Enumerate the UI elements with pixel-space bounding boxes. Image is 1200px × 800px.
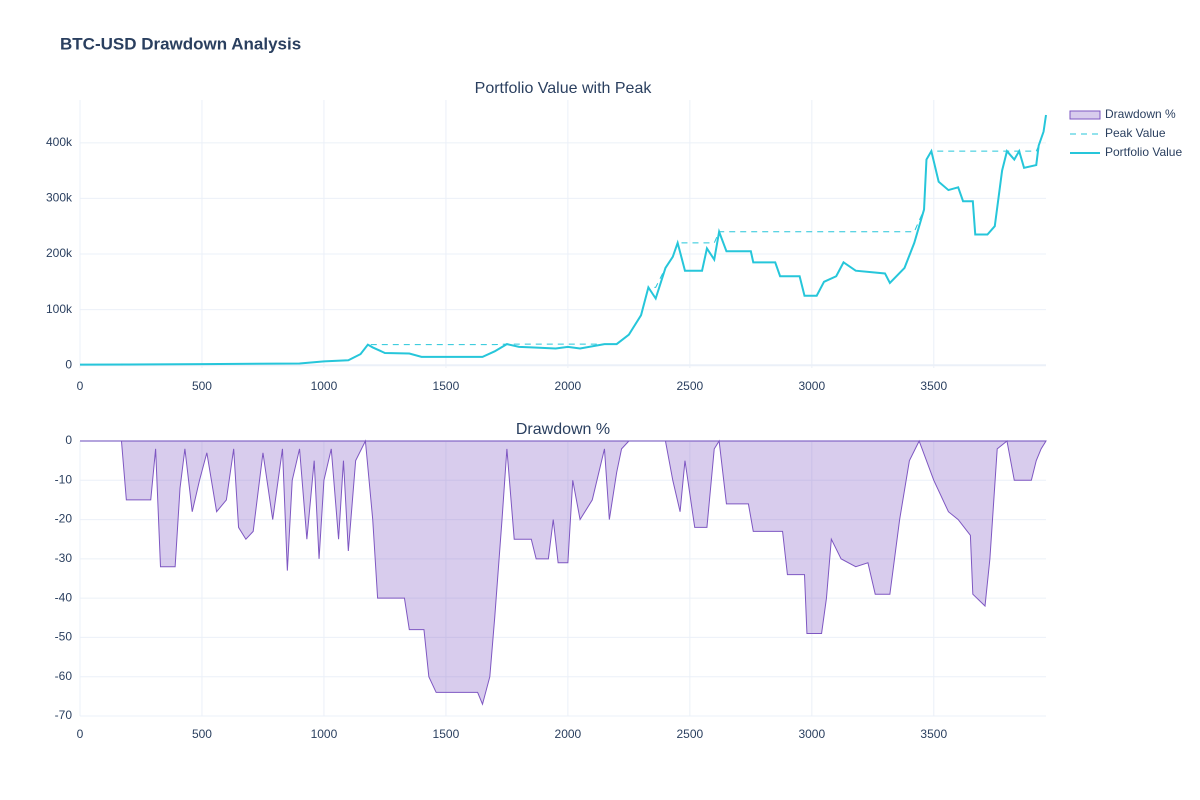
x-tick-label: 3000 (798, 727, 825, 741)
y-tick-label: -60 (55, 669, 73, 683)
x-tick-label: 2500 (676, 379, 703, 393)
x-tick-label: 0 (77, 727, 84, 741)
y-tick-label: -10 (55, 472, 73, 486)
x-tick-label: 0 (77, 379, 84, 393)
legend-label: Drawdown % (1105, 107, 1176, 121)
y-tick-label: -30 (55, 551, 73, 565)
x-tick-label: 500 (192, 379, 212, 393)
x-tick-label: 500 (192, 727, 212, 741)
x-tick-label: 2500 (676, 727, 703, 741)
legend-label: Peak Value (1105, 126, 1166, 140)
drawdown-area (80, 439, 1047, 706)
y-tick-label: 0 (65, 357, 72, 371)
y-tick-label: -50 (55, 630, 73, 644)
x-tick-label: 1000 (311, 727, 338, 741)
subplot-title: Portfolio Value with Peak (475, 80, 653, 97)
x-tick-label: 1000 (311, 379, 338, 393)
x-tick-label: 1500 (433, 727, 460, 741)
peak-line (79, 114, 1047, 366)
y-tick-label: 100k (46, 302, 73, 316)
y-tick-label: 300k (46, 191, 73, 205)
legend-label: Portfolio Value (1105, 145, 1182, 159)
y-tick-label: 0 (65, 433, 72, 447)
chart-title: BTC-USD Drawdown Analysis (60, 34, 301, 53)
x-tick-label: 3500 (920, 727, 947, 741)
x-tick-label: 2000 (555, 379, 582, 393)
y-tick-label: 200k (46, 246, 73, 260)
x-tick-label: 2000 (555, 727, 582, 741)
x-tick-label: 3500 (920, 379, 947, 393)
y-tick-label: -20 (55, 512, 73, 526)
value-line (79, 114, 1047, 366)
y-tick-label: -40 (55, 590, 73, 604)
x-tick-label: 3000 (798, 379, 825, 393)
legend-swatch (1069, 110, 1101, 120)
x-tick-label: 1500 (433, 379, 460, 393)
y-tick-label: 400k (46, 135, 73, 149)
y-tick-label: -70 (55, 708, 73, 722)
subplot-title: Drawdown % (516, 421, 610, 438)
